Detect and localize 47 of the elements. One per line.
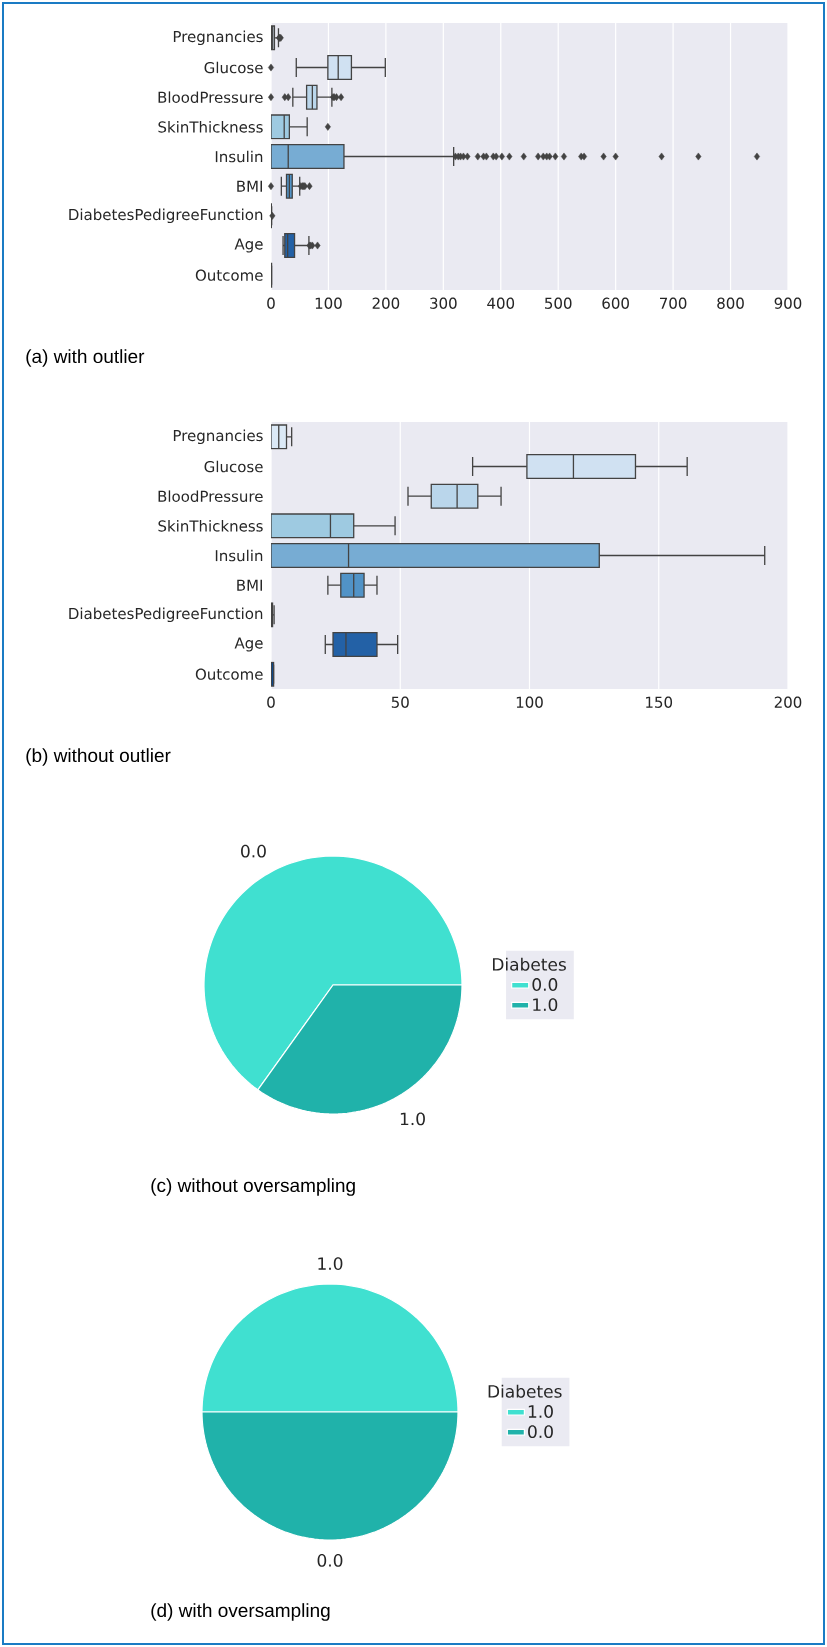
slice-label: 0.0 — [241, 844, 266, 858]
y-tick-label: Age — [234, 637, 263, 652]
y-tick-label: Glucose — [204, 61, 263, 74]
y-tick-label: BloodPressure — [158, 490, 263, 502]
slice-label: 0.0 — [317, 1554, 343, 1567]
x-tick-label: 700 — [660, 297, 687, 309]
legend-title: Diabetes — [492, 957, 566, 971]
legend-label: 1.0 — [528, 1405, 553, 1418]
legend-label: 1.0 — [533, 998, 558, 1012]
x-tick-label: 200 — [774, 696, 802, 708]
x-tick-label: 800 — [717, 297, 744, 309]
y-tick-label: BMI — [237, 579, 262, 591]
x-tick-label: 900 — [774, 297, 802, 309]
y-tick-label: DiabetesPedigreeFunction — [69, 208, 263, 224]
x-tick-label: 50 — [391, 696, 409, 708]
text: (b) without outlier — [26, 748, 171, 766]
y-tick-label: Insulin — [215, 150, 263, 163]
legend-title: Diabetes — [488, 1384, 562, 1398]
x-tick-label: 600 — [602, 297, 629, 309]
x-tick-label: 0 — [267, 297, 275, 309]
y-tick-label: Pregnancies — [173, 429, 263, 445]
y-tick-label: Age — [234, 238, 263, 253]
y-tick-label: Pregnancies — [173, 30, 263, 46]
y-tick-label: BloodPressure — [158, 91, 263, 103]
y-tick-label: SkinThickness — [158, 520, 263, 532]
y-tick-label: BMI — [237, 180, 262, 192]
text: (d) with oversampling — [151, 1603, 330, 1621]
x-tick-label: 0 — [267, 696, 275, 708]
x-tick-label: 500 — [545, 297, 572, 309]
slice-label: 1.0 — [400, 1112, 425, 1126]
y-tick-label: DiabetesPedigreeFunction — [69, 607, 263, 623]
text: (c) without oversampling — [151, 1178, 355, 1196]
legend-label: 0.0 — [528, 1425, 553, 1439]
text: (a) with outlier — [26, 349, 145, 367]
y-tick-label: Glucose — [204, 460, 263, 473]
legend-label: 0.0 — [532, 978, 558, 991]
y-tick-label: Outcome — [195, 668, 263, 680]
y-tick-label: Insulin — [215, 549, 263, 562]
x-tick-label: 100 — [315, 297, 342, 309]
slice-label: 1.0 — [318, 1257, 343, 1270]
x-tick-label: 300 — [430, 297, 457, 309]
x-tick-label: 400 — [487, 297, 515, 309]
y-tick-label: Outcome — [195, 269, 263, 281]
x-tick-label: 150 — [646, 696, 673, 708]
x-tick-label: 200 — [372, 297, 400, 309]
y-tick-label: SkinThickness — [158, 121, 263, 133]
x-tick-label: 100 — [516, 696, 543, 708]
